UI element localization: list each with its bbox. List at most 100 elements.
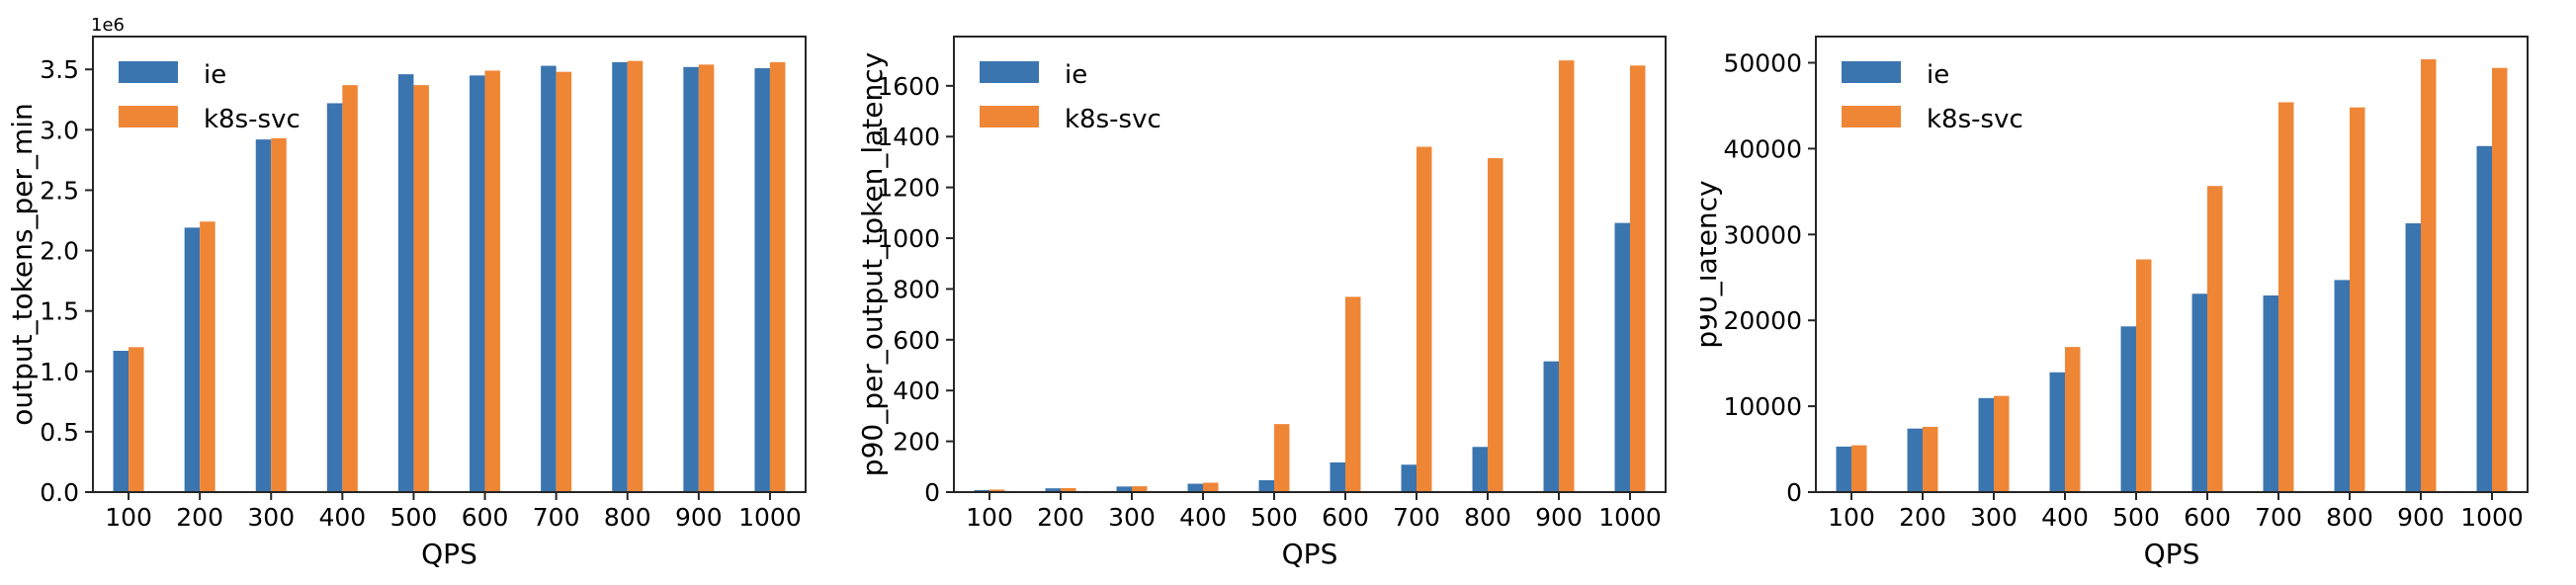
y-tick-label: 20000: [1723, 306, 1802, 335]
x-tick-label: 800: [2326, 503, 2373, 532]
x-tick-label: 300: [1970, 503, 2018, 532]
bar-ie-300: [1116, 486, 1132, 492]
bar-k8s-svc-300: [1994, 395, 2010, 492]
y-tick-label: 3.0: [40, 116, 79, 144]
legend-swatch-k8s-svc: [980, 106, 1039, 127]
bar-ie-800: [1472, 447, 1488, 492]
x-tick-label: 400: [1179, 503, 1227, 532]
legend-swatch-ie: [980, 61, 1039, 83]
x-tick-label: 500: [1250, 503, 1298, 532]
bar-ie-200: [1045, 488, 1061, 492]
bar-k8s-svc-500: [2136, 259, 2152, 492]
x-tick-label: 300: [247, 503, 295, 532]
x-tick-label: 500: [390, 503, 438, 532]
x-tick-label: 1000: [738, 503, 802, 532]
bar-k8s-svc-400: [342, 85, 358, 492]
y-tick-label: 40000: [1723, 134, 1802, 163]
x-axis-label: QPS: [421, 538, 477, 570]
axes-frame: [92, 36, 807, 493]
bar-ie-500: [2120, 326, 2136, 492]
x-tick-label: 600: [2184, 503, 2231, 532]
legend-label-ie: ie: [1927, 60, 1949, 90]
y-tick-label: 1600: [877, 72, 940, 101]
chart-p90-per-output-token-latency: 0 200 400 600 800 1000 1200 1400 1600 100 200 300 40…: [856, 36, 1667, 570]
x-tick-label: 600: [462, 503, 509, 532]
bar-k8s-svc-900: [2421, 59, 2437, 493]
bar-ie-400: [326, 103, 343, 493]
y-tick-label: 0.5: [40, 418, 79, 447]
bar-k8s-svc-1000: [1630, 65, 1646, 492]
legend-label-ie: ie: [1065, 60, 1087, 90]
x-tick-label: 100: [105, 503, 152, 532]
bar-k8s-svc-300: [1132, 486, 1148, 492]
y-tick-label: 1200: [877, 174, 940, 203]
bar-k8s-svc-300: [271, 137, 287, 493]
bar-k8s-svc-1000: [2492, 67, 2508, 492]
bar-ie-200: [1907, 428, 1923, 492]
bar-k8s-svc-700: [556, 71, 572, 493]
axes-frame: [1815, 36, 2529, 493]
x-tick-label: 700: [2255, 503, 2302, 532]
y-tick-label: 2.5: [40, 176, 79, 205]
bar-k8s-svc-900: [698, 64, 715, 492]
bar-k8s-svc-100: [989, 489, 1005, 492]
bar-ie-400: [2049, 372, 2065, 492]
bar-ie-500: [1258, 479, 1274, 492]
legend-label-k8s-svc: k8s-svc: [1065, 105, 1161, 134]
y-tick-label: 1.5: [40, 297, 79, 326]
bar-k8s-svc-400: [1203, 482, 1219, 492]
legend-label-ie: ie: [204, 60, 226, 90]
bar-k8s-svc-600: [1345, 296, 1361, 492]
y-tick-label: 50000: [1723, 49, 1802, 78]
x-tick-label: 400: [2041, 503, 2089, 532]
bar-k8s-svc-800: [2350, 107, 2365, 492]
x-tick-label: 100: [1828, 503, 1875, 532]
x-tick-label: 200: [1899, 503, 1946, 532]
legend-swatch-ie: [119, 61, 178, 83]
bar-ie-100: [974, 489, 989, 492]
x-tick-label: 900: [1535, 503, 1583, 532]
y-tick-label: 0.0: [40, 478, 79, 507]
y-tick-label: 0: [924, 478, 940, 507]
x-tick-label: 600: [1322, 503, 1369, 532]
y-tick-label: 0: [1786, 478, 1802, 507]
y-axis-label: p90_latency: [1700, 180, 1723, 348]
bar-ie-900: [683, 66, 699, 492]
bar-ie-900: [2405, 223, 2421, 492]
x-axis-label: QPS: [2144, 538, 2200, 570]
bar-k8s-svc-100: [1851, 445, 1867, 492]
x-tick-label: 1000: [2460, 503, 2524, 532]
bar-ie-200: [184, 227, 201, 492]
chart-output-tokens-per-min: 0.0 0.5 1.0 1.5 2.0 2.5 3.0 3.5 1e6 100 200 300 400 5…: [6, 15, 807, 570]
y-axis-label: output_tokens_per_min: [6, 103, 39, 426]
x-tick-label: 800: [1464, 503, 1511, 532]
bar-ie-300: [1978, 397, 1994, 492]
legend-label-k8s-svc: k8s-svc: [204, 105, 301, 134]
x-tick-label: 300: [1108, 503, 1156, 532]
x-tick-label: 500: [2112, 503, 2160, 532]
x-tick-label: 200: [176, 503, 223, 532]
bar-ie-400: [1187, 483, 1203, 492]
bar-k8s-svc-1000: [769, 61, 786, 493]
y-tick-label: 400: [893, 376, 940, 405]
bar-ie-600: [2191, 293, 2207, 492]
axis-offset-text: 1e6: [91, 15, 125, 36]
x-axis-label: QPS: [1282, 538, 1338, 570]
y-tick-label: 3.5: [40, 55, 79, 84]
chart-p90-latency: 0 10000 20000 30000 40000 50000 100 200 300 400 50…: [1700, 36, 2529, 570]
bar-ie-700: [541, 65, 557, 492]
bar-ie-800: [2334, 280, 2350, 492]
x-tick-label: 1000: [1598, 503, 1662, 532]
legend-swatch-k8s-svc: [119, 106, 178, 127]
legend-label-k8s-svc: k8s-svc: [1927, 105, 2023, 134]
y-tick-label: 30000: [1723, 220, 1802, 249]
bar-ie-1000: [2476, 145, 2492, 492]
y-tick-label: 1000: [877, 224, 940, 253]
bar-k8s-svc-600: [2207, 186, 2223, 492]
bar-ie-900: [1543, 361, 1559, 492]
bar-k8s-svc-700: [2278, 102, 2294, 493]
y-tick-label: 600: [893, 326, 940, 355]
x-tick-label: 400: [318, 503, 366, 532]
bar-ie-1000: [754, 68, 770, 492]
